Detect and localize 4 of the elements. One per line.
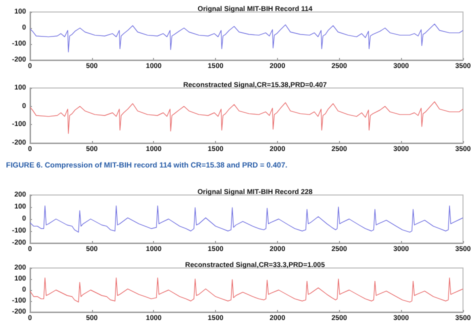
- line-series: [30, 24, 464, 52]
- line-series: [30, 101, 464, 134]
- line-series: [30, 205, 464, 233]
- line-series: [30, 278, 464, 302]
